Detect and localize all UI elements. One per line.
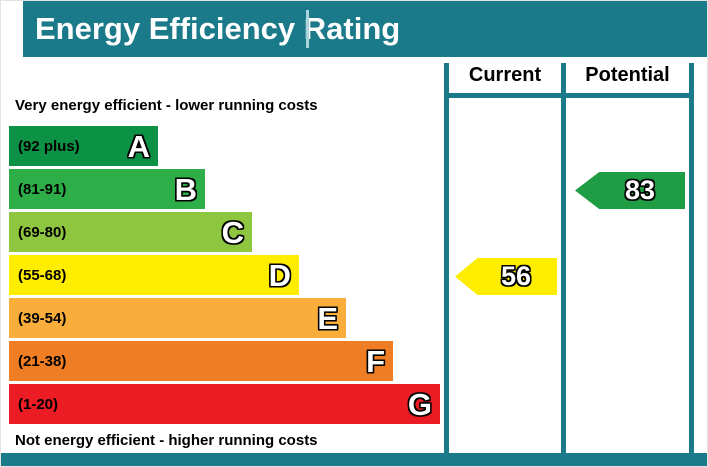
band-range-label: (69-80) bbox=[18, 223, 67, 241]
column-divider-middle bbox=[561, 63, 566, 455]
band-letter: A bbox=[127, 128, 150, 164]
band-letter: G bbox=[407, 386, 432, 422]
title-divider bbox=[306, 10, 309, 48]
column-header-underline bbox=[444, 93, 694, 98]
potential-rating-value: 83 bbox=[624, 175, 656, 205]
band-row-b: (81-91) B bbox=[9, 169, 205, 209]
band-range-label: (1-20) bbox=[18, 395, 59, 413]
rating-bands: (92 plus) A (81-91) B (69-80) C (55-68) … bbox=[9, 126, 440, 427]
band-row-f: (21-38) F bbox=[9, 341, 393, 381]
band-row-g: (1-20) G bbox=[9, 384, 440, 424]
band-range-label: (39-54) bbox=[18, 309, 67, 327]
band-range-label: (55-68) bbox=[18, 266, 67, 284]
efficiency-note-bottom: Not energy efficient - higher running co… bbox=[15, 432, 318, 449]
footer-strip bbox=[1, 453, 707, 466]
efficiency-note-top: Very energy efficient - lower running co… bbox=[15, 97, 318, 114]
band-row-e: (39-54) E bbox=[9, 298, 346, 338]
band-letter: B bbox=[174, 171, 197, 207]
band-row-a: (92 plus) A bbox=[9, 126, 158, 166]
band-letter: C bbox=[221, 214, 244, 250]
potential-column-header: Potential bbox=[585, 64, 670, 86]
current-rating-value: 56 bbox=[500, 261, 532, 291]
band-range-label: (92 plus) bbox=[18, 137, 80, 155]
page-title: Energy Efficiency Rating bbox=[35, 11, 401, 46]
title-bar: Energy Efficiency Rating bbox=[23, 1, 707, 57]
band-letter: F bbox=[366, 343, 385, 379]
current-column-header: Current bbox=[468, 64, 542, 86]
column-divider-right bbox=[689, 63, 694, 455]
band-letter: E bbox=[317, 300, 338, 336]
potential-rating-arrow: 83 bbox=[575, 172, 685, 209]
band-row-c: (69-80) C bbox=[9, 212, 252, 252]
current-rating-arrow: 56 bbox=[455, 258, 557, 295]
band-letter: D bbox=[268, 257, 291, 293]
column-divider-left bbox=[444, 63, 449, 455]
band-row-d: (55-68) D bbox=[9, 255, 299, 295]
band-range-label: (21-38) bbox=[18, 352, 67, 370]
band-range-label: (81-91) bbox=[18, 180, 67, 198]
